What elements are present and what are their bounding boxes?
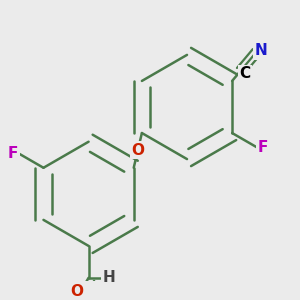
Text: O: O [70, 284, 83, 299]
Text: C: C [239, 66, 250, 81]
Text: N: N [254, 43, 267, 58]
Text: F: F [8, 146, 18, 161]
Text: F: F [257, 140, 268, 155]
Text: H: H [103, 270, 115, 285]
Text: O: O [131, 143, 144, 158]
